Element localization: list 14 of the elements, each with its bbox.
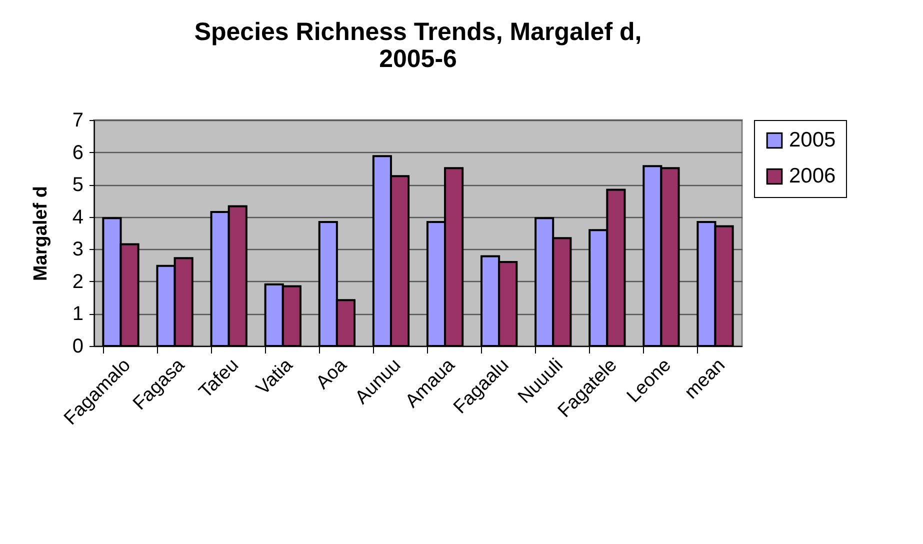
- x-tick-label: Aoa: [312, 354, 352, 394]
- y-tick-label: 7: [72, 110, 84, 132]
- y-tick-label: 1: [72, 303, 84, 326]
- y-axis-title: Margalef d: [30, 186, 52, 282]
- y-tick-label: 5: [72, 174, 84, 196]
- y-tick-label: 6: [72, 142, 84, 164]
- x-tick-label: Vatia: [252, 354, 298, 400]
- legend-label: 2005: [789, 128, 836, 152]
- y-tick-label: 4: [72, 206, 84, 228]
- y-tick-label: 0: [72, 336, 84, 358]
- y-tick-label: 2: [72, 270, 84, 293]
- chart-title: Species Richness Trends, Margalef d, 2005-6: [194, 18, 642, 73]
- y-tick-label: 3: [72, 238, 84, 261]
- legend-label: 2006: [789, 164, 836, 188]
